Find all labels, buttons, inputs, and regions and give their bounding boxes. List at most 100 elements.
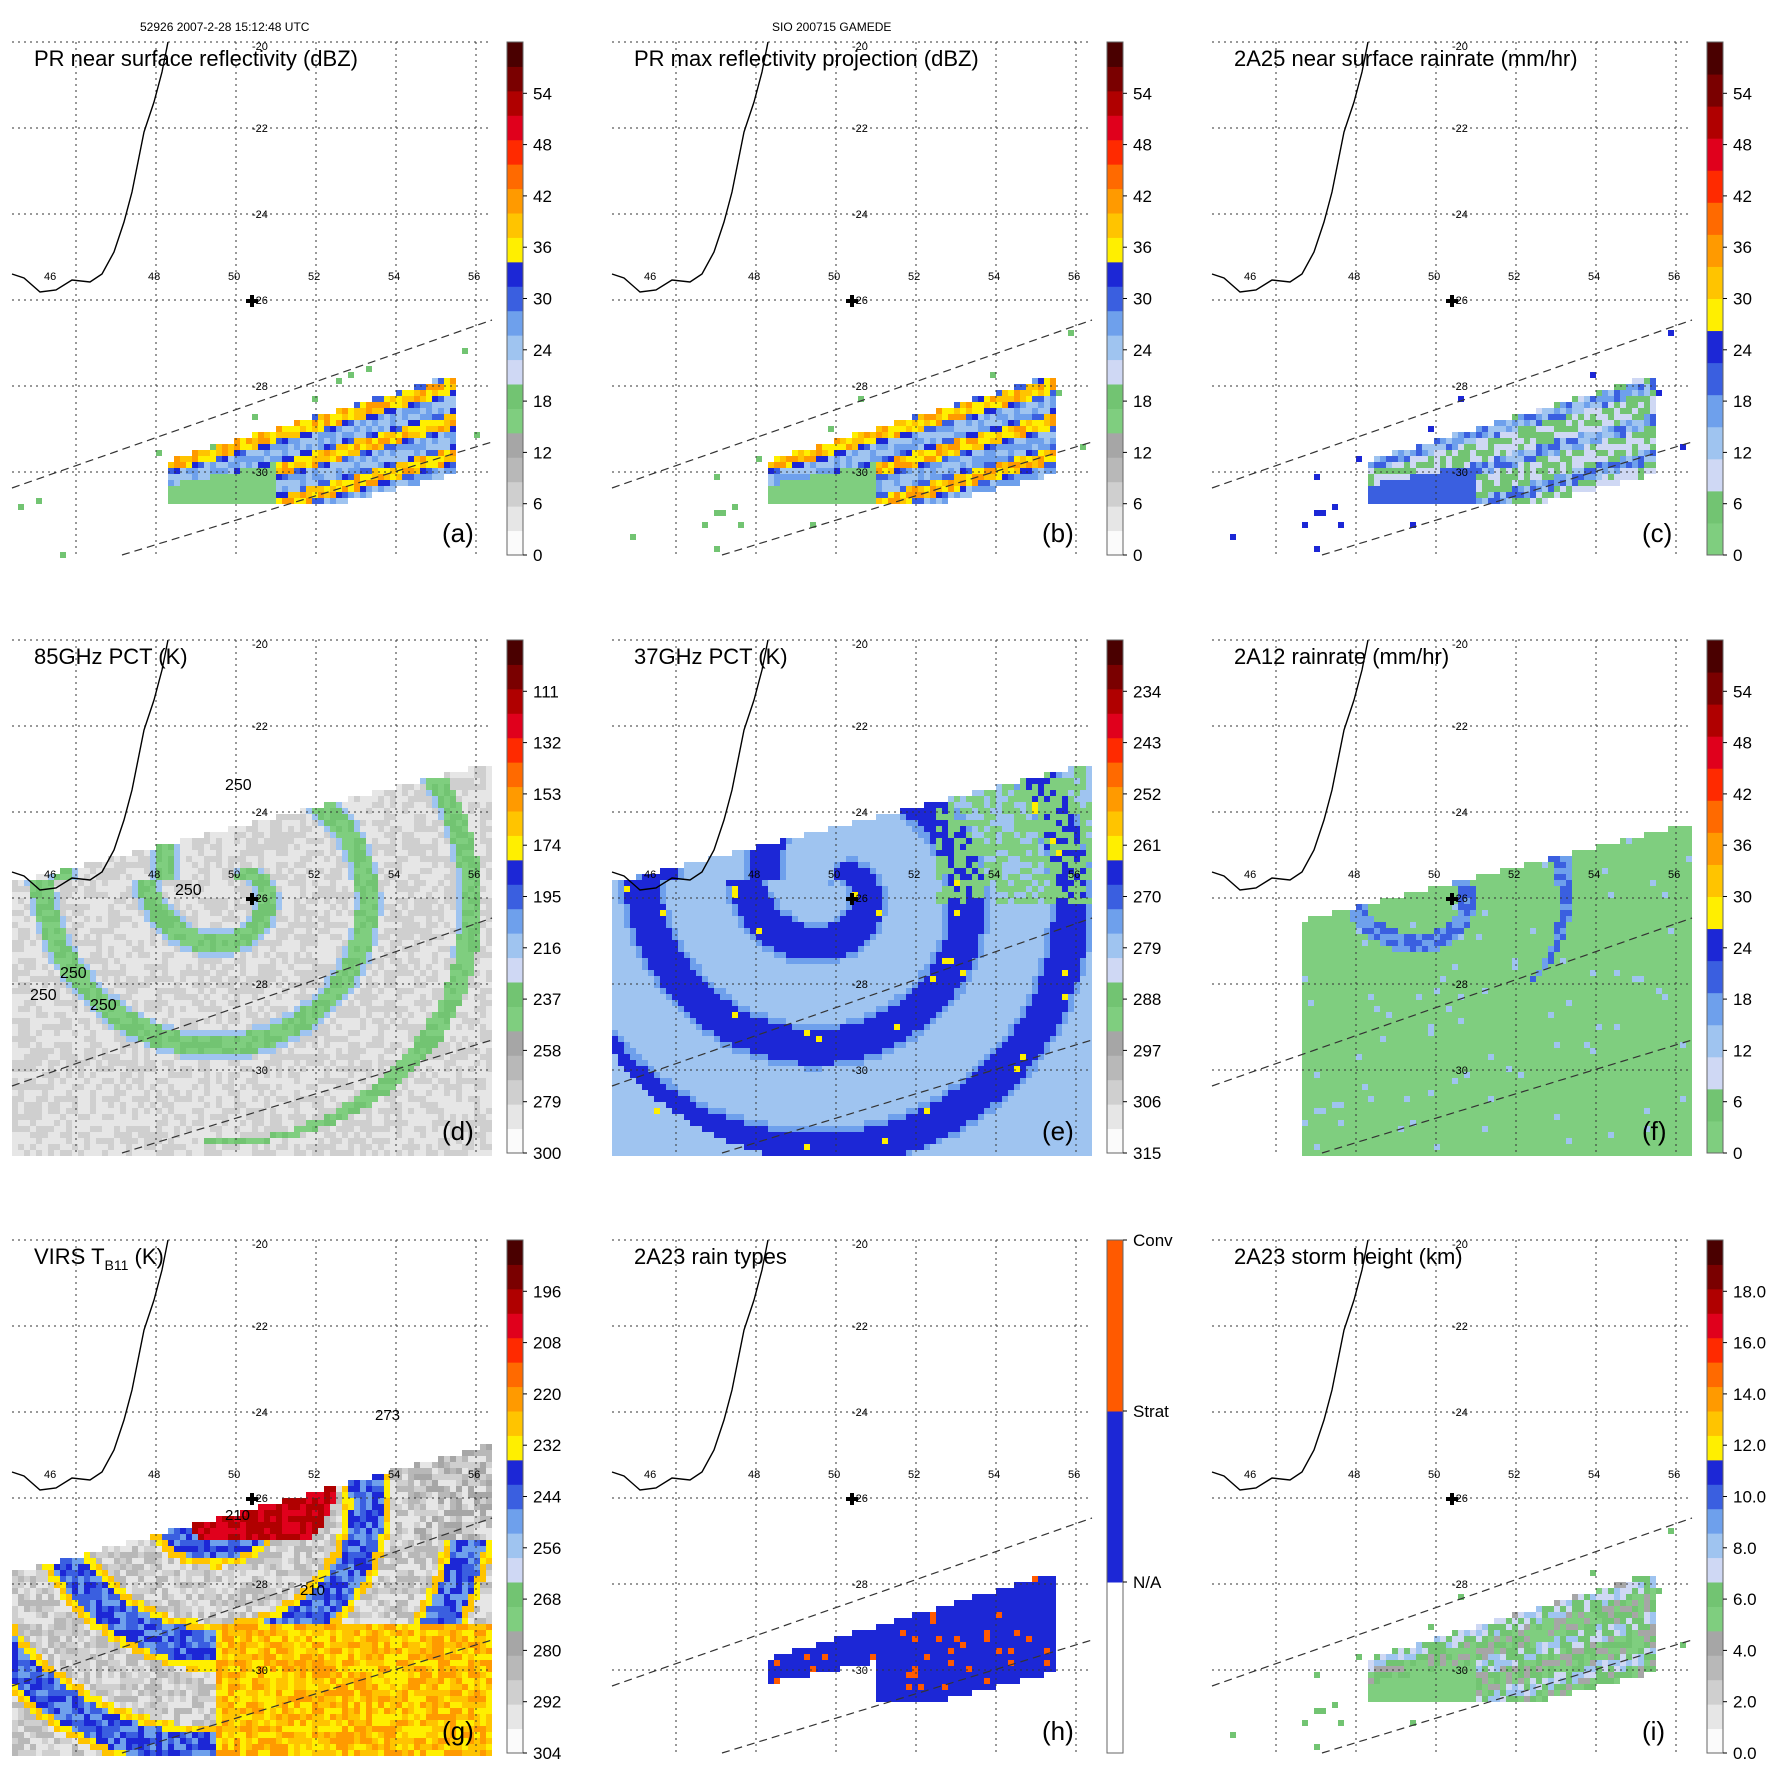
field-pixel <box>1548 420 1554 426</box>
field-pixel <box>1602 444 1608 450</box>
field-pixel <box>402 432 408 438</box>
field-pixel <box>252 958 258 964</box>
field-pixel <box>36 1048 42 1054</box>
field-pixel <box>138 862 144 868</box>
field-pixel <box>306 1000 312 1006</box>
field-pixel <box>702 522 708 528</box>
colorbar-segment <box>507 188 523 214</box>
field-pixel <box>348 468 354 474</box>
field-pixel <box>312 498 318 504</box>
field-pixel <box>1020 438 1026 444</box>
field-pixel <box>174 474 180 480</box>
field-pixel <box>186 1000 192 1006</box>
field-pixel <box>138 1120 144 1126</box>
field-pixel <box>270 462 276 468</box>
field-pixel <box>432 396 438 402</box>
field-pixel <box>252 904 258 910</box>
field-pixel <box>1560 462 1566 468</box>
field-pixel <box>228 1114 234 1120</box>
field-pixel <box>234 1144 240 1150</box>
field-pixel <box>198 1150 204 1156</box>
field-pixel <box>36 892 42 898</box>
field-pixel <box>198 1114 204 1120</box>
field-pixel <box>324 856 330 862</box>
field-pixel <box>288 438 294 444</box>
field-pixel <box>84 916 90 922</box>
field-pixel <box>366 492 372 498</box>
field-pixel <box>804 480 810 486</box>
field-pixel <box>162 892 168 898</box>
field-pixel <box>48 970 54 976</box>
field-pixel <box>384 450 390 456</box>
field-pixel <box>258 928 264 934</box>
field-pixel <box>372 468 378 474</box>
field-pixel <box>960 438 966 444</box>
field-pixel <box>288 868 294 874</box>
field-pixel <box>66 1030 72 1036</box>
field-pixel <box>162 1120 168 1126</box>
field-pixel <box>222 958 228 964</box>
field-pixel <box>1590 468 1596 474</box>
field-pixel <box>864 480 870 486</box>
field-pixel <box>210 1102 216 1108</box>
field-pixel <box>1596 390 1602 396</box>
field-pixel <box>162 988 168 994</box>
field-pixel <box>180 982 186 988</box>
field-pixel <box>894 444 900 450</box>
field-pixel <box>312 420 318 426</box>
field-pixel <box>300 994 306 1000</box>
field-pixel <box>924 450 930 456</box>
field-pixel <box>126 1030 132 1036</box>
field-pixel <box>222 474 228 480</box>
field-pixel <box>18 1078 24 1084</box>
field-pixel <box>1560 450 1566 456</box>
field-pixel <box>132 1114 138 1120</box>
field-pixel <box>78 1030 84 1036</box>
field-pixel <box>306 844 312 850</box>
field-pixel <box>978 408 984 414</box>
field-pixel <box>156 1150 162 1156</box>
field-pixel <box>12 1084 18 1090</box>
field-pixel <box>1614 438 1620 444</box>
field-pixel <box>204 952 210 958</box>
field-pixel <box>1032 438 1038 444</box>
field-pixel <box>960 456 966 462</box>
field-pixel <box>960 408 966 414</box>
field-pixel <box>108 1000 114 1006</box>
field-pixel <box>444 450 450 456</box>
field-pixel <box>432 378 438 384</box>
field-pixel <box>282 1066 288 1072</box>
field-pixel <box>150 946 156 952</box>
field-pixel <box>876 432 882 438</box>
field-pixel <box>156 862 162 868</box>
field-pixel <box>210 456 216 462</box>
field-pixel <box>228 910 234 916</box>
field-pixel <box>72 1000 78 1006</box>
field-pixel <box>12 1114 18 1120</box>
field-pixel <box>60 946 66 952</box>
field-pixel <box>144 994 150 1000</box>
field-pixel <box>108 1036 114 1042</box>
field-pixel <box>114 934 120 940</box>
field-pixel <box>240 1132 246 1138</box>
field-pixel <box>180 910 186 916</box>
field-pixel <box>330 1000 336 1006</box>
field-pixel <box>300 420 306 426</box>
colorbar-segment <box>507 530 523 556</box>
field-pixel <box>180 1144 186 1150</box>
field-pixel <box>18 1030 24 1036</box>
field-pixel <box>198 1054 204 1060</box>
field-pixel <box>1500 426 1506 432</box>
field-pixel <box>264 934 270 940</box>
field-pixel <box>174 1078 180 1084</box>
field-pixel <box>240 1060 246 1066</box>
field-pixel <box>234 1114 240 1120</box>
field-pixel <box>1428 468 1434 474</box>
field-pixel <box>42 1108 48 1114</box>
field-pixel <box>870 462 876 468</box>
field-pixel <box>42 1084 48 1090</box>
field-pixel <box>300 958 306 964</box>
field-pixel <box>288 904 294 910</box>
field-pixel <box>270 1006 276 1012</box>
panel-letter: (a) <box>442 518 474 548</box>
